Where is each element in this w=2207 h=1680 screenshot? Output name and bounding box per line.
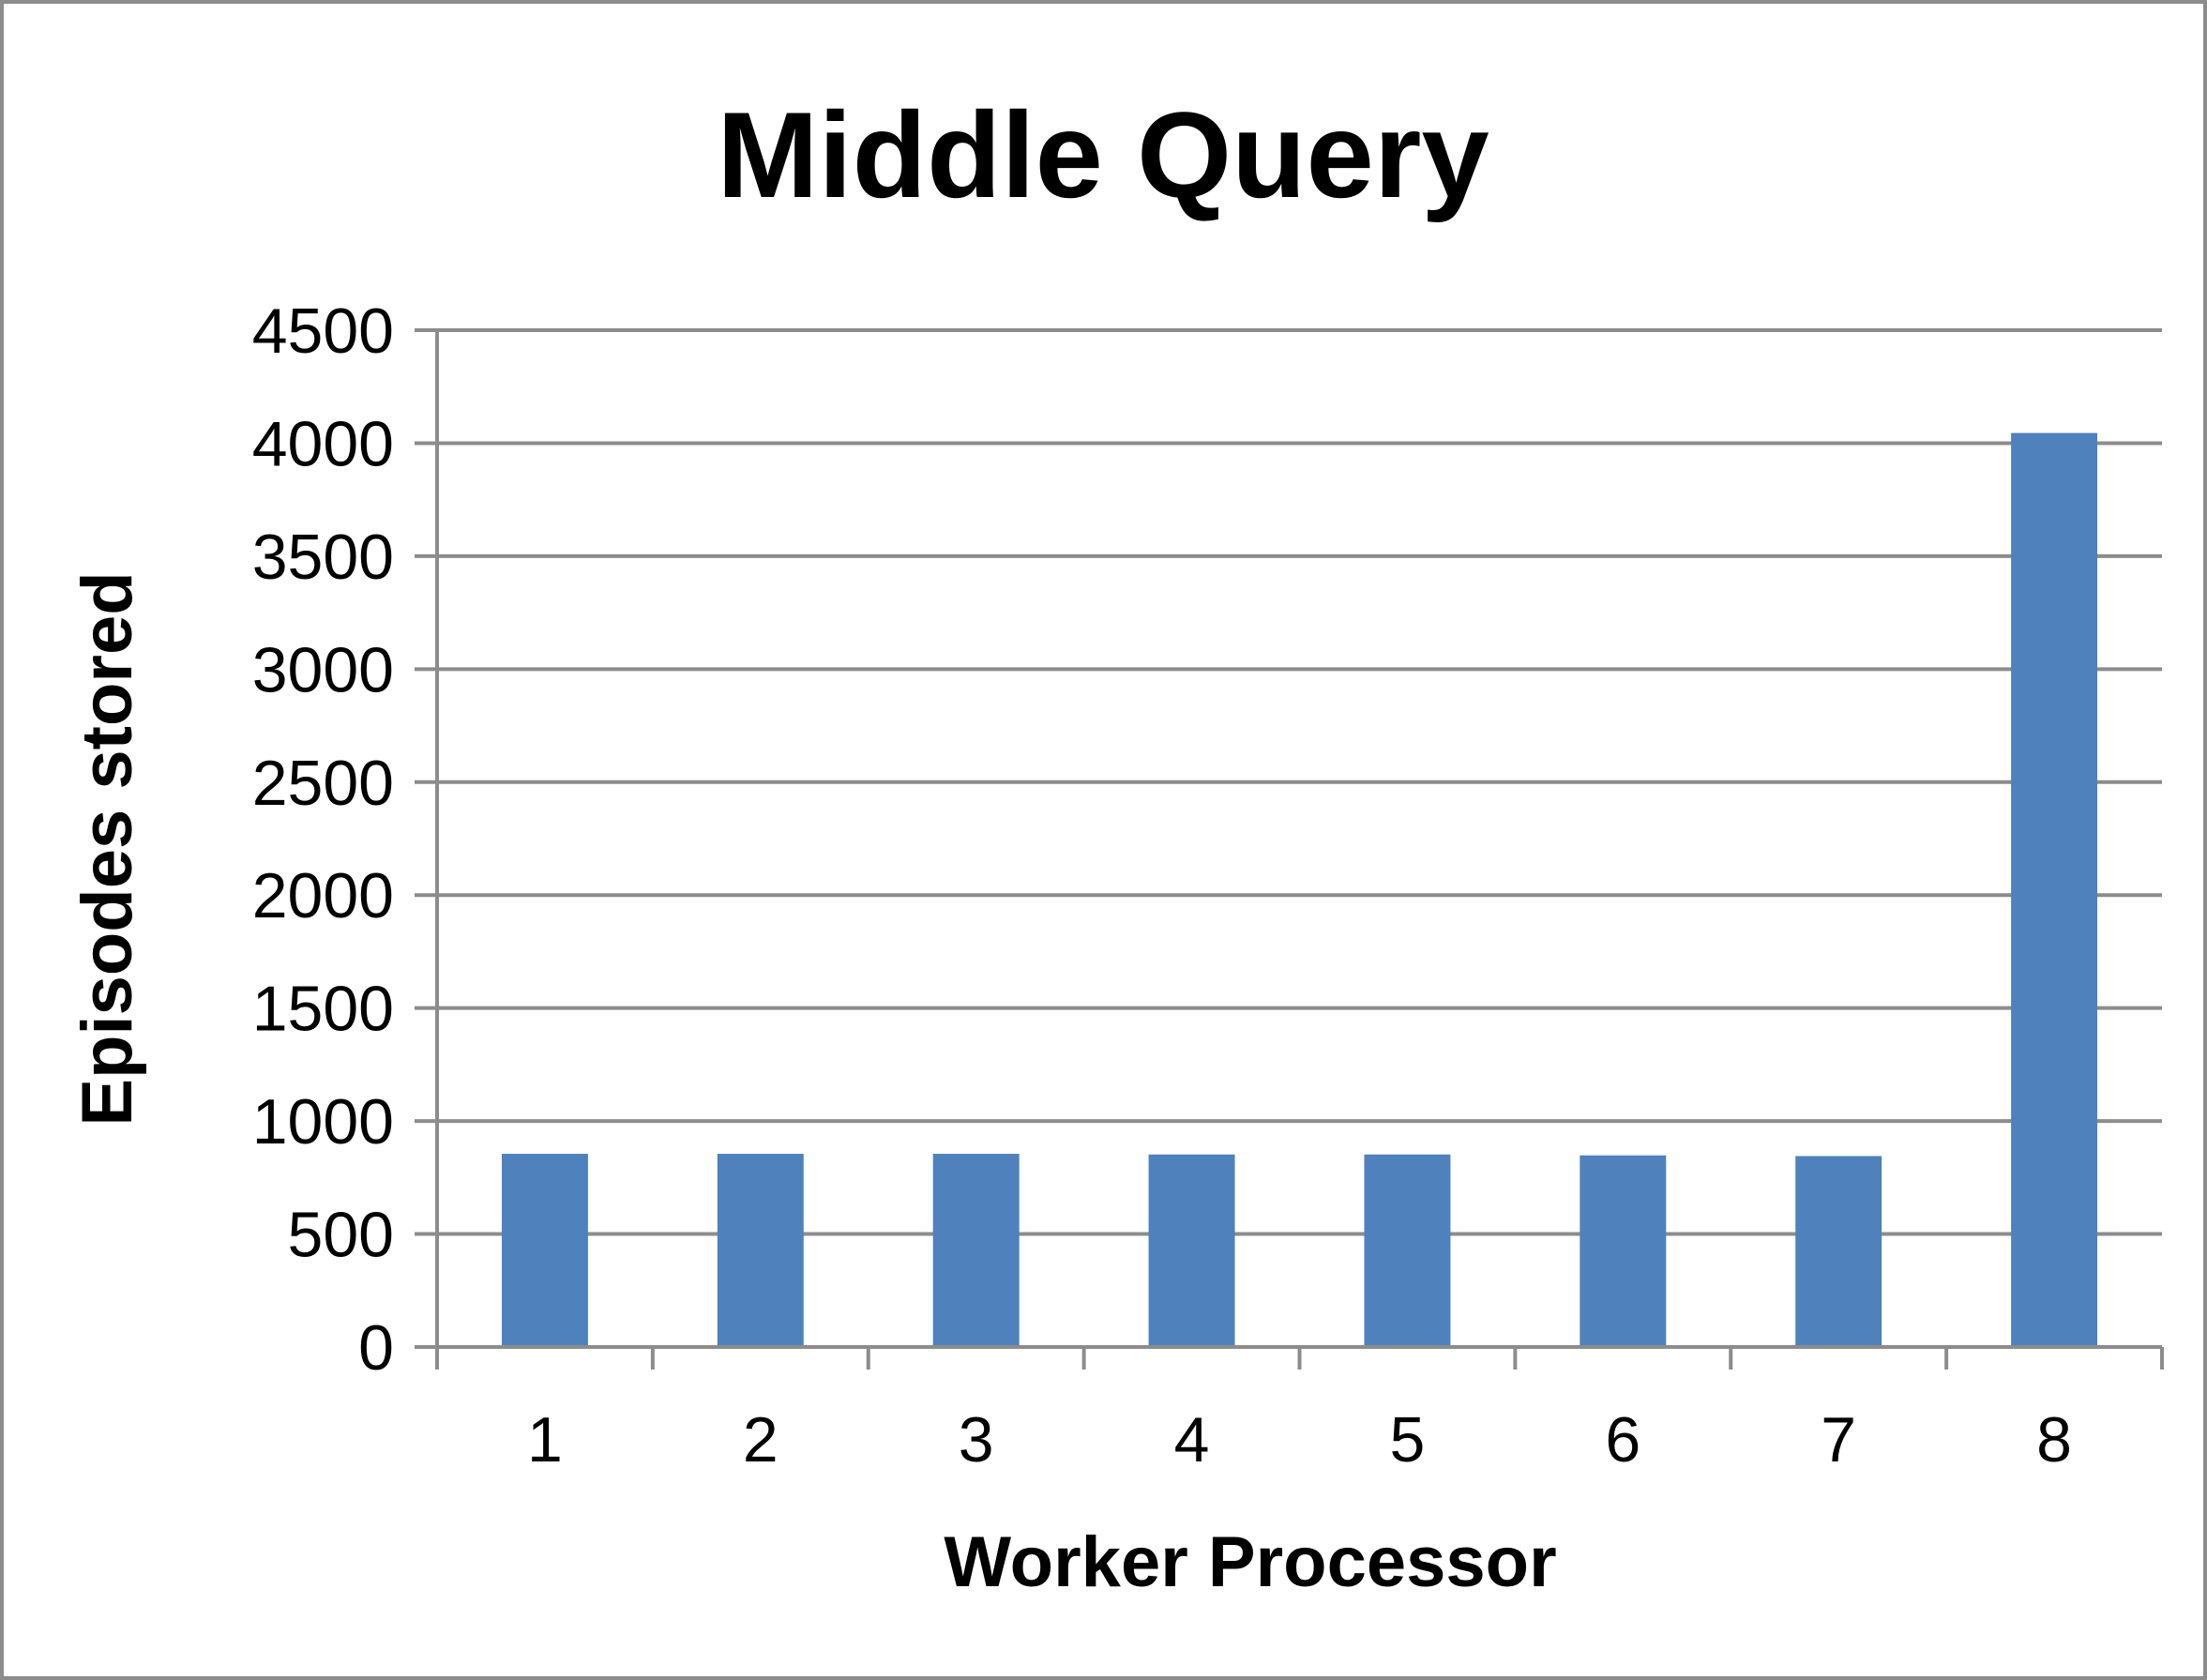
gridlines <box>415 328 2162 1349</box>
x-tick-label: 6 <box>1605 1404 1640 1476</box>
bar <box>501 1154 588 1347</box>
bar <box>1148 1154 1235 1347</box>
x-axis-title: Worker Processor <box>944 1522 1556 1602</box>
x-tick-label: 2 <box>743 1404 778 1476</box>
x-tick-label: 1 <box>527 1404 563 1476</box>
x-tick-label: 8 <box>2036 1404 2072 1476</box>
y-tick-label: 3000 <box>252 634 394 705</box>
y-axis-title: Episodes stored <box>68 571 147 1126</box>
y-tick-label: 0 <box>358 1312 394 1384</box>
bar <box>717 1154 804 1347</box>
x-tick-labels: 1 2 3 4 5 6 7 8 <box>527 1404 2072 1476</box>
bar <box>1580 1155 1667 1347</box>
y-tick-label: 2000 <box>252 860 394 931</box>
chart-title: Middle Query <box>717 86 1489 223</box>
y-tick-label: 2500 <box>252 748 394 819</box>
bars <box>501 432 2098 1347</box>
x-tick-label: 4 <box>1174 1404 1210 1476</box>
y-tick-labels: 0 500 1000 1500 2000 2500 3000 3500 4000 4500 <box>252 295 394 1384</box>
bar <box>932 1154 1020 1347</box>
y-tick-label: 4000 <box>252 408 394 479</box>
bar <box>2011 432 2098 1347</box>
y-tick-label: 1000 <box>252 1086 394 1158</box>
bar <box>1364 1154 1451 1347</box>
y-tick-label: 500 <box>288 1200 394 1271</box>
y-tick-label: 1500 <box>252 974 394 1045</box>
x-tick-label: 7 <box>1821 1404 1856 1476</box>
y-tick-label: 3500 <box>252 522 394 593</box>
axes <box>415 330 2164 1370</box>
bar <box>1795 1156 1882 1347</box>
y-tick-label: 4500 <box>252 295 394 367</box>
x-tick-label: 5 <box>1390 1404 1426 1476</box>
x-tick-label: 3 <box>959 1404 994 1476</box>
